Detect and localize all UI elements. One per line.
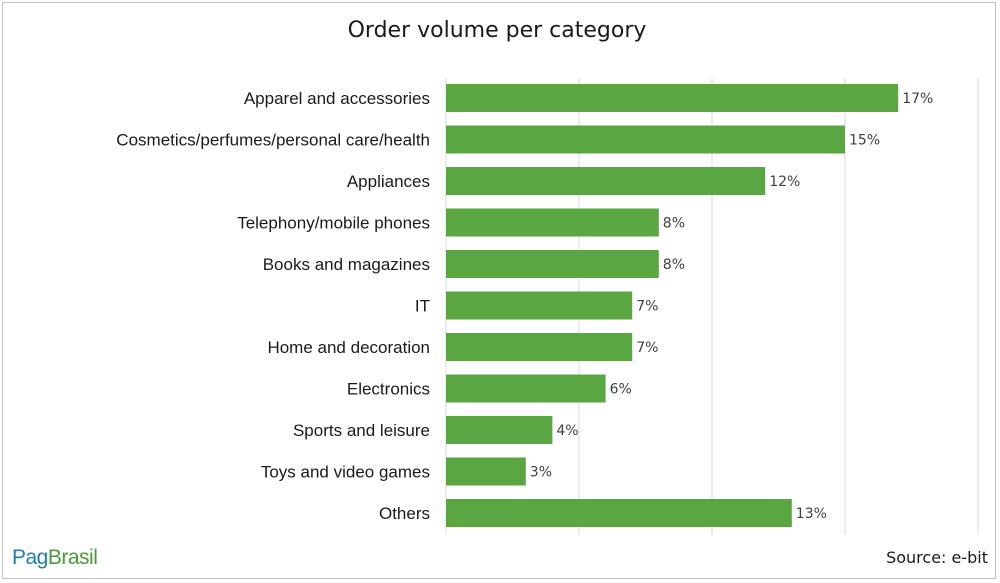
chart-title: Order volume per category [347, 18, 647, 43]
bar [446, 208, 659, 237]
value-label: 7% [636, 299, 658, 315]
value-label: 8% [663, 216, 685, 232]
bar [446, 333, 633, 361]
value-label: 12% [769, 174, 800, 190]
value-label: 3% [530, 465, 552, 481]
bars: Apparel and accessories 17% Cosmetics/perf… [116, 84, 933, 527]
value-label: 6% [610, 382, 632, 398]
value-label: 7% [636, 340, 658, 356]
category-label: Home and decoration [267, 338, 430, 357]
bar [446, 250, 659, 278]
value-label: 17% [902, 91, 933, 107]
bar [446, 291, 633, 320]
category-label: Others [379, 504, 430, 523]
value-label: 4% [556, 423, 578, 439]
bar [446, 84, 899, 112]
category-label: Toys and video games [261, 463, 430, 482]
logo-pag: Pag [12, 546, 48, 569]
category-label: Cosmetics/perfumes/personal care/health [116, 131, 430, 150]
bar [446, 416, 553, 444]
category-label: Books and magazines [263, 255, 430, 274]
logo-brasil: Brasil [47, 546, 98, 569]
bar [446, 374, 606, 403]
bar [446, 457, 526, 486]
category-label: Apparel and accessories [244, 89, 430, 108]
value-label: 13% [796, 506, 827, 522]
source-note: Source: e-bit [886, 548, 988, 567]
category-label: Appliances [347, 172, 430, 191]
bar [446, 499, 792, 527]
category-label: IT [415, 297, 430, 316]
category-label: Electronics [347, 380, 430, 399]
category-label: Telephony/mobile phones [237, 214, 430, 233]
bar [446, 167, 766, 195]
value-label: 8% [663, 257, 685, 273]
value-label: 15% [849, 133, 880, 149]
pagbrasil-logo: PagBrasil [12, 546, 98, 570]
bar [446, 125, 845, 154]
category-label: Sports and leisure [293, 421, 430, 440]
